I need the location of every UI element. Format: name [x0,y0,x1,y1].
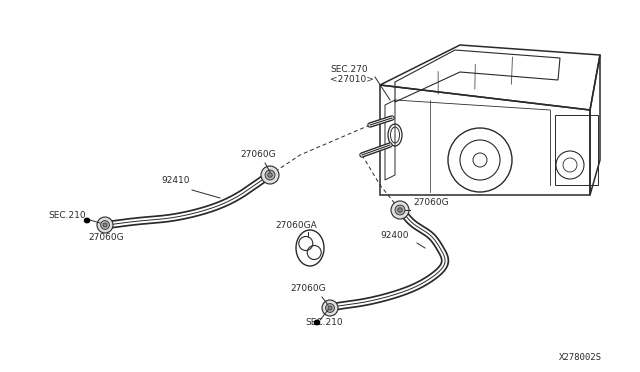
Text: 92400: 92400 [380,231,408,240]
Text: 27060G: 27060G [413,198,449,207]
Circle shape [261,166,279,184]
Circle shape [97,217,113,233]
Circle shape [397,208,403,212]
Text: SEC.210: SEC.210 [48,211,86,220]
Text: X278002S: X278002S [559,353,602,362]
Circle shape [268,173,272,177]
Text: <27010>: <27010> [330,75,374,84]
Text: SEC.270: SEC.270 [330,65,367,74]
Text: 92410: 92410 [161,176,190,185]
Text: SEC.210: SEC.210 [305,318,342,327]
Circle shape [100,221,109,230]
Circle shape [265,170,275,180]
Circle shape [328,306,332,310]
Circle shape [395,205,405,215]
Circle shape [391,201,409,219]
Circle shape [326,304,334,312]
Text: 27060GA: 27060GA [275,221,317,230]
Text: 27060G: 27060G [290,284,326,293]
Circle shape [322,300,338,316]
Text: 27060G: 27060G [240,150,276,159]
Circle shape [103,223,107,227]
Text: 27060G: 27060G [88,233,124,242]
